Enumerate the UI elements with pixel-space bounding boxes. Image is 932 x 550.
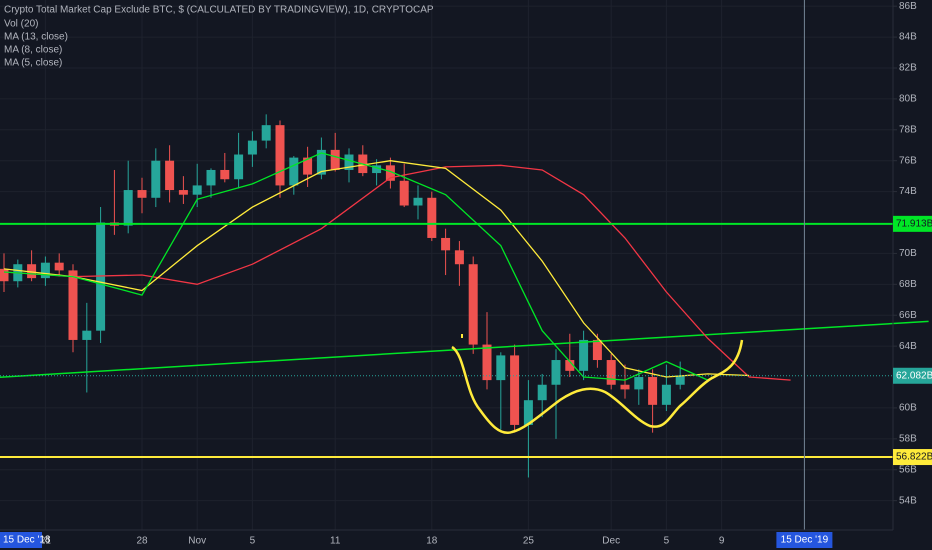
moving-average xyxy=(3,164,791,381)
candle-body xyxy=(344,154,354,170)
price-label-box xyxy=(893,449,932,466)
candle-body xyxy=(151,160,161,198)
candle-body xyxy=(275,125,285,186)
candle-body xyxy=(165,160,175,191)
y-tick-label: 64B xyxy=(899,341,917,352)
candle-body xyxy=(247,140,257,155)
legend-entry: MA (13, close) xyxy=(4,32,68,43)
candle-body xyxy=(441,237,451,251)
chart-title: Crypto Total Market Cap Exclude BTC, $ (… xyxy=(4,5,434,16)
candle-body xyxy=(372,165,382,174)
candle-body xyxy=(303,157,313,175)
candle-body xyxy=(523,400,533,425)
candle-body xyxy=(82,330,92,340)
candle-body xyxy=(27,264,37,279)
x-tick-label: 11 xyxy=(330,536,341,547)
candle-body xyxy=(220,169,230,180)
y-tick-label: 76B xyxy=(899,155,917,166)
candle-body xyxy=(234,154,244,180)
y-tick-label: 74B xyxy=(899,186,917,197)
x-tick-label: 18 xyxy=(426,536,438,547)
y-tick-label: 78B xyxy=(899,124,917,135)
y-tick-label: 82B xyxy=(899,63,917,74)
x-tick-label: Dec xyxy=(602,536,620,547)
trendline xyxy=(0,320,929,378)
candle-body xyxy=(648,377,658,405)
candle-body xyxy=(661,384,671,405)
candle-body xyxy=(330,149,340,170)
candle-body xyxy=(510,355,520,425)
candle-body xyxy=(0,268,9,282)
x-tick-label: 5 xyxy=(250,536,256,547)
price-label-box xyxy=(893,215,932,232)
legend-entry: MA (5, close) xyxy=(4,58,62,69)
x-tick-label: 21 xyxy=(40,536,52,547)
candle-body xyxy=(620,384,630,390)
y-tick-label: 54B xyxy=(899,495,917,506)
candle-body xyxy=(413,197,423,206)
candle-body xyxy=(482,344,492,381)
candle-body xyxy=(606,360,616,385)
moving-average xyxy=(3,160,750,378)
y-tick-label: 86B xyxy=(899,1,917,12)
price-label-box xyxy=(893,367,932,384)
x-tick-label: 28 xyxy=(136,536,148,547)
y-tick-label: 70B xyxy=(899,248,917,259)
corner-label-box xyxy=(0,532,42,548)
legend-entry: MA (8, close) xyxy=(4,45,62,56)
candle-body xyxy=(178,190,188,195)
candle-body xyxy=(54,262,64,271)
candle-body xyxy=(385,165,395,181)
y-tick-label: 56B xyxy=(899,464,917,475)
corner-label: 15 Dec '18 xyxy=(3,535,51,546)
candle-body xyxy=(427,197,437,238)
y-tick-label: 60B xyxy=(899,403,917,414)
candle-body xyxy=(399,180,409,206)
candle-body xyxy=(454,250,464,265)
candle-body xyxy=(551,360,561,385)
candle-body xyxy=(565,360,575,371)
candle-body xyxy=(123,190,133,226)
x-tick-label: 5 xyxy=(664,536,670,547)
candle-body xyxy=(634,377,644,390)
hand-drawn-dot xyxy=(461,334,463,338)
candle-body xyxy=(316,149,326,175)
candle-body xyxy=(68,270,78,340)
crosshair-label: 15 Dec '19 xyxy=(781,535,829,546)
volume-label: Vol (20) xyxy=(4,19,38,30)
candle-body xyxy=(206,169,216,186)
candle-body xyxy=(592,339,602,361)
candle-body xyxy=(192,185,202,195)
candle-body xyxy=(289,157,299,186)
crosshair-label-box xyxy=(776,532,833,548)
candle-body xyxy=(40,262,50,279)
y-tick-label: 68B xyxy=(899,279,917,290)
hand-drawn-curve xyxy=(451,339,744,435)
y-tick-label: 80B xyxy=(899,94,917,105)
y-tick-label: 84B xyxy=(899,32,917,43)
price-label: 62.082B xyxy=(896,370,932,381)
candle-body xyxy=(137,190,147,198)
y-tick-label: 66B xyxy=(899,310,917,321)
candle-body xyxy=(537,384,547,401)
candle-body xyxy=(675,375,685,385)
y-tick-label: 58B xyxy=(899,433,917,444)
price-label: 71.913B xyxy=(896,218,932,229)
moving-average xyxy=(3,152,709,381)
candle-body xyxy=(496,355,506,381)
candle-body xyxy=(579,339,589,371)
candle-body xyxy=(261,125,271,141)
x-tick-label: Nov xyxy=(188,536,206,547)
price-label: 56.822B xyxy=(896,452,932,463)
candle-body xyxy=(468,264,478,345)
x-tick-label: 9 xyxy=(719,536,725,547)
x-tick-label: 25 xyxy=(523,536,535,547)
